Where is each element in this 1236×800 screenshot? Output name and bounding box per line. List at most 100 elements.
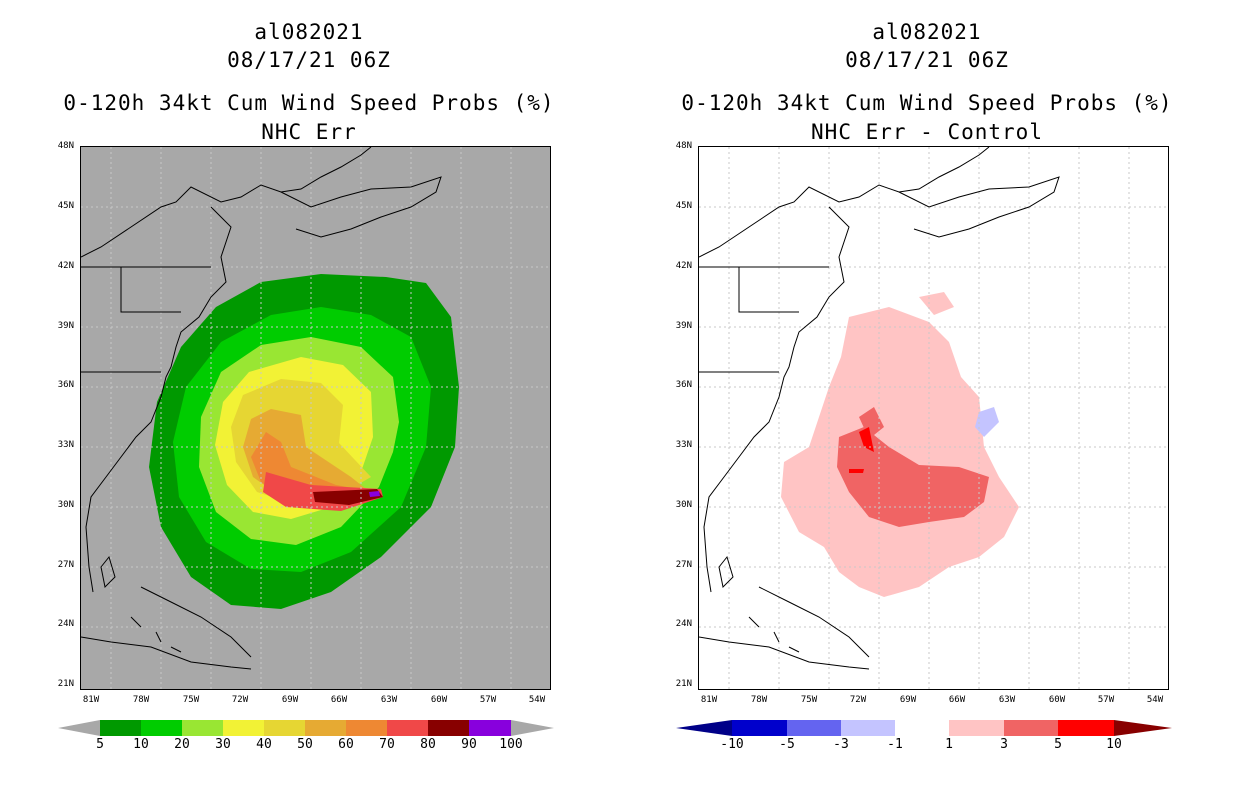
contour-plus-5 — [849, 469, 864, 473]
colorbar-label: 5 — [1043, 737, 1073, 752]
colorbar-label: 3 — [989, 737, 1019, 752]
lon-label: 78W — [126, 695, 156, 705]
colorbar-label: 100 — [496, 737, 526, 752]
lat-label: 45N — [44, 201, 74, 211]
right-colorbar-swatch — [1004, 720, 1058, 736]
contour-90 — [369, 491, 380, 497]
lat-label: 39N — [44, 321, 74, 331]
lat-label: 27N — [662, 560, 692, 570]
colorbar-label: 80 — [413, 737, 443, 752]
colorbar-label: 70 — [372, 737, 402, 752]
colorbar-label: -10 — [717, 737, 747, 752]
right-colorbar-swatch — [1058, 720, 1114, 736]
left-panel: al082021 08/17/21 06Z 0-120h 34kt Cum Wi… — [0, 0, 618, 800]
lat-label: 48N — [44, 141, 74, 151]
lat-label: 21N — [662, 679, 692, 689]
colorbar-label: 90 — [454, 737, 484, 752]
lon-label: 69W — [893, 695, 923, 705]
left-title-date: 08/17/21 06Z — [0, 48, 618, 72]
left-colorbar — [58, 720, 554, 736]
left-colorbar-swatch — [141, 720, 182, 736]
difference-contours — [781, 292, 1019, 597]
lat-label: 36N — [44, 380, 74, 390]
right-colorbar-swatch — [841, 720, 895, 736]
left-colorbar-under — [58, 720, 100, 736]
lon-label: 66W — [942, 695, 972, 705]
lon-label: 81W — [694, 695, 724, 705]
lat-label: 45N — [662, 201, 692, 211]
colorbar-label: -5 — [772, 737, 802, 752]
lat-label: 48N — [662, 141, 692, 151]
lat-label: 42N — [44, 261, 74, 271]
lon-label: 66W — [324, 695, 354, 705]
colorbar-label: 10 — [126, 737, 156, 752]
colorbar-label: -1 — [880, 737, 910, 752]
lon-label: 78W — [744, 695, 774, 705]
lat-label: 42N — [662, 261, 692, 271]
left-colorbar-swatch — [428, 720, 469, 736]
lat-label: 33N — [662, 440, 692, 450]
colorbar-label: 40 — [249, 737, 279, 752]
lat-label: 30N — [662, 500, 692, 510]
left-colorbar-swatch — [305, 720, 346, 736]
colorbar-label: -3 — [826, 737, 856, 752]
lon-label: 63W — [374, 695, 404, 705]
left-title-storm: al082021 — [0, 20, 618, 44]
right-colorbar-swatch — [787, 720, 841, 736]
left-title-variant: NHC Err — [0, 120, 618, 144]
left-colorbar-swatch — [182, 720, 223, 736]
colorbar-label: 50 — [290, 737, 320, 752]
contour-plus-1 — [781, 307, 1019, 597]
colorbar-label: 60 — [331, 737, 361, 752]
probability-contours — [149, 274, 459, 609]
right-title-product: 0-120h 34kt Cum Wind Speed Probs (%) — [618, 91, 1236, 115]
right-colorbar — [676, 720, 1172, 736]
lon-label: 72W — [225, 695, 255, 705]
left-colorbar-swatch — [264, 720, 305, 736]
lat-label: 30N — [44, 500, 74, 510]
lon-label: 75W — [176, 695, 206, 705]
lon-label: 75W — [794, 695, 824, 705]
right-colorbar-swatch — [732, 720, 787, 736]
lat-label: 33N — [44, 440, 74, 450]
left-colorbar-swatch — [100, 720, 141, 736]
left-colorbar-swatch — [346, 720, 387, 736]
lon-label: 60W — [424, 695, 454, 705]
lon-label: 69W — [275, 695, 305, 705]
contour-plus-1 — [919, 292, 954, 315]
lon-label: 81W — [76, 695, 106, 705]
lon-label: 57W — [473, 695, 503, 705]
right-colorbar-swatch — [949, 720, 1004, 736]
lon-label: 57W — [1091, 695, 1121, 705]
right-panel: al082021 08/17/21 06Z 0-120h 34kt Cum Wi… — [618, 0, 1236, 800]
lat-label: 24N — [44, 619, 74, 629]
lon-label: 60W — [1042, 695, 1072, 705]
lat-label: 39N — [662, 321, 692, 331]
lon-label: 54W — [1140, 695, 1170, 705]
lat-label: 21N — [44, 679, 74, 689]
left-colorbar-swatch — [469, 720, 511, 736]
lat-label: 27N — [44, 560, 74, 570]
right-title-date: 08/17/21 06Z — [618, 48, 1236, 72]
right-title-storm: al082021 — [618, 20, 1236, 44]
lon-label: 63W — [992, 695, 1022, 705]
right-title-variant: NHC Err - Control — [618, 120, 1236, 144]
right-colorbar-swatch — [895, 720, 949, 736]
left-colorbar-swatch — [387, 720, 428, 736]
left-probability-map — [80, 146, 551, 690]
lon-label: 54W — [522, 695, 552, 705]
colorbar-label: 20 — [167, 737, 197, 752]
left-colorbar-swatch — [223, 720, 264, 736]
colorbar-label: 1 — [934, 737, 964, 752]
lon-label: 72W — [843, 695, 873, 705]
right-colorbar-over — [1114, 720, 1172, 736]
colorbar-label: 5 — [85, 737, 115, 752]
left-title-product: 0-120h 34kt Cum Wind Speed Probs (%) — [0, 91, 618, 115]
lat-label: 24N — [662, 619, 692, 629]
right-difference-map — [698, 146, 1169, 690]
colorbar-label: 30 — [208, 737, 238, 752]
colorbar-label: 10 — [1099, 737, 1129, 752]
left-colorbar-over — [511, 720, 554, 736]
lat-label: 36N — [662, 380, 692, 390]
right-colorbar-under — [676, 720, 732, 736]
